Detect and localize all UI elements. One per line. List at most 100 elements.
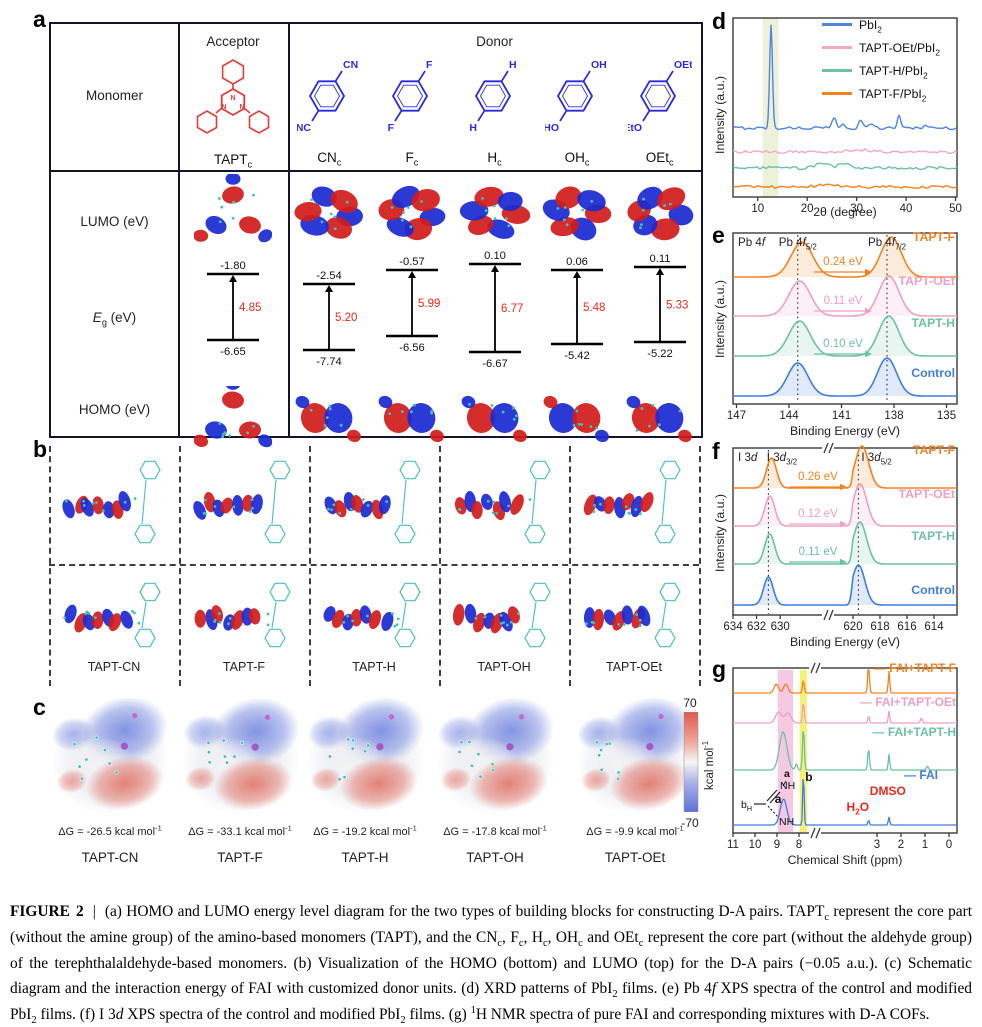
svg-text:2θ (degree): 2θ (degree) <box>813 205 877 219</box>
spectrum-region-label: Pb 4f <box>738 236 766 249</box>
inset-label: NH <box>780 780 796 792</box>
peak-assignment-label: Pb 4f5/2 <box>778 236 817 252</box>
acceptor-header: Acceptor <box>206 34 260 49</box>
svg-text:0.11: 0.11 <box>649 253 670 265</box>
esp-surface <box>305 698 426 815</box>
svg-text:N: N <box>230 95 235 102</box>
orbital-isosurface <box>454 460 551 544</box>
svg-text:CN: CN <box>343 59 358 71</box>
orbital-isosurface <box>194 174 272 243</box>
svg-text:144: 144 <box>779 410 799 422</box>
dashed-divider <box>699 446 701 686</box>
panel-e-pb4f-xps: e 147 144 141 138 135 Binding Energy (eV) TAPT… <box>710 221 982 439</box>
orbital-isosurface <box>378 185 446 241</box>
svg-text:50: 50 <box>949 203 962 215</box>
caption-tag: FIGURE 2 <box>10 903 84 921</box>
svg-text:N: N <box>221 104 226 111</box>
svg-text:0.10 eV: 0.10 eV <box>823 338 863 350</box>
svg-text:H: H <box>509 59 517 71</box>
interaction-energy: ΔG = -9.9 kcal mol-1 <box>586 823 684 838</box>
monomer-name: OHc <box>564 150 590 168</box>
orbital-isosurface <box>542 186 612 241</box>
svg-text:20: 20 <box>801 203 814 215</box>
svg-text:— FAI+TAPT-OEt: — FAI+TAPT-OEt <box>860 695 956 709</box>
legend-entry: PbI2 <box>822 13 940 36</box>
orbital-isosurface <box>461 395 527 443</box>
peak-assignment-label: I 3d3/2 <box>766 451 798 467</box>
svg-text:-7.74: -7.74 <box>317 356 343 368</box>
energy-level-diagram: -1.80 -6.65 4.85 <box>207 260 261 358</box>
panel-label-c: c <box>33 694 46 720</box>
pair-label: TAPT-OEt <box>605 660 663 674</box>
svg-text:0.24 eV: 0.24 eV <box>823 256 863 268</box>
row-label-homo: HOMO (eV) <box>78 402 151 417</box>
dashed-divider <box>569 446 571 686</box>
panel-label-e: e <box>712 222 725 248</box>
svg-text:-6.65: -6.65 <box>220 346 246 358</box>
panel-label-b: b <box>33 436 48 462</box>
legend-entry: TAPT-H/PbI2 <box>822 59 940 82</box>
svg-text:Control: Control <box>911 366 955 380</box>
svg-text:138: 138 <box>884 410 903 422</box>
interaction-energy: ΔG = -17.8 kcal mol-1 <box>443 823 547 838</box>
energy-level-diagram: -2.54 -7.74 5.20 <box>303 270 358 368</box>
monomer-name: OEtc <box>645 150 674 168</box>
table-divider <box>288 24 290 436</box>
orbital-isosurface <box>194 386 272 448</box>
inset-label: bH <box>741 799 752 814</box>
peak-assignment-label: Pb 4f7/2 <box>867 236 907 252</box>
svg-text:5.99: 5.99 <box>418 298 440 310</box>
svg-text:141: 141 <box>832 410 851 422</box>
svg-text:-2.54: -2.54 <box>317 270 343 282</box>
orbital-isosurface <box>626 395 692 443</box>
orbital-isosurface <box>459 186 530 239</box>
caption-separator: | <box>92 903 96 921</box>
pair-name: TAPT-H <box>341 850 389 865</box>
svg-text:3: 3 <box>874 839 880 851</box>
colorbar-min: -70 <box>681 816 699 830</box>
svg-text:0.11 eV: 0.11 eV <box>824 295 863 307</box>
legend-entry: TAPT-F/PbI2 <box>822 82 940 105</box>
peak-letter-label: b <box>805 770 813 784</box>
donor-structure: OEt EtO <box>628 59 692 134</box>
panel-label-d: d <box>712 8 727 34</box>
svg-text:5.33: 5.33 <box>666 300 688 312</box>
pair-name: TAPT-OH <box>466 850 524 865</box>
svg-text:TAPT-F: TAPT-F <box>913 443 956 457</box>
svg-text:30: 30 <box>850 203 863 215</box>
svg-text:— FAI: — FAI <box>904 768 938 782</box>
svg-text:EtO: EtO <box>628 122 642 134</box>
svg-text:10: 10 <box>751 203 764 215</box>
table-divider <box>178 24 180 436</box>
interaction-energy: ΔG = -26.5 kcal mol-1 <box>58 823 162 838</box>
spectrum-region-label: I 3d <box>738 451 758 464</box>
svg-text:630: 630 <box>771 621 790 633</box>
svg-text:618: 618 <box>870 621 889 633</box>
svg-text:6.77: 6.77 <box>501 303 523 315</box>
svg-text:F: F <box>426 59 433 71</box>
monomer-name: Fc <box>405 150 419 168</box>
svg-text:-6.56: -6.56 <box>399 342 425 354</box>
svg-text:-1.80: -1.80 <box>220 260 246 272</box>
panel-label-a: a <box>33 6 46 32</box>
pair-label: TAPT-CN <box>87 660 141 674</box>
svg-text:10: 10 <box>749 839 762 851</box>
taptc-structure: NN N <box>196 59 270 134</box>
panel-g-nmr: g 11 10 9 8 3 2 1 0 Chemical Shift (ppm) — FAI+TA… <box>710 658 982 873</box>
svg-text:NC: NC <box>297 122 311 134</box>
svg-text:8: 8 <box>796 839 802 851</box>
svg-text:HO: HO <box>545 122 559 134</box>
orbital-isosurface <box>452 582 551 648</box>
svg-text:F: F <box>387 122 394 134</box>
dashed-divider <box>309 446 311 686</box>
svg-text:TAPT-OEt: TAPT-OEt <box>899 274 955 288</box>
energy-level-diagram: -0.57 -6.56 5.99 <box>385 256 440 354</box>
svg-text:— FAI+TAPT-H: — FAI+TAPT-H <box>873 725 956 739</box>
esp-colorbar <box>683 712 699 812</box>
orbital-isosurface <box>323 582 421 648</box>
colorbar-max: 70 <box>683 696 697 710</box>
caption-body: (a) HOMO and LUMO energy level diagram f… <box>10 903 972 1026</box>
legend-line-icon <box>822 23 852 26</box>
legend-line-icon <box>822 46 852 49</box>
